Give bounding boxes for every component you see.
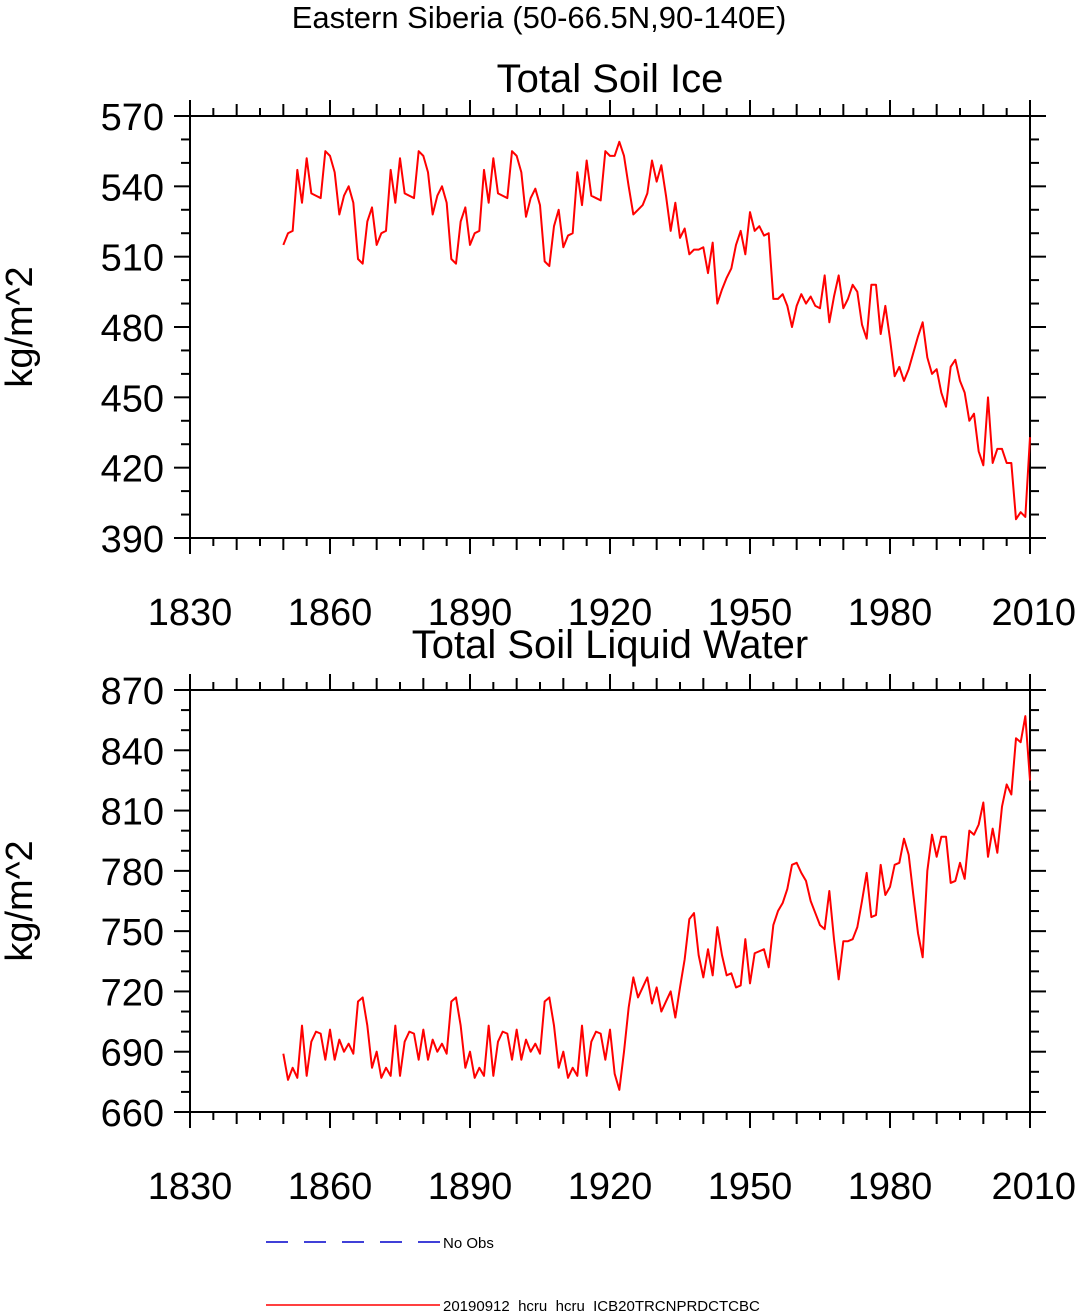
- x-tick-label: 2010: [991, 1166, 1076, 1208]
- x-tick-label: 2010: [991, 592, 1076, 634]
- y-tick-label: 840: [101, 731, 164, 773]
- y-tick-label: 750: [101, 912, 164, 954]
- y-axis-label: kg/m^2: [0, 840, 41, 961]
- plot-title: Total Soil Liquid Water: [412, 623, 808, 667]
- x-tick-label: 1920: [568, 592, 653, 634]
- plot-frame: [189, 115, 1031, 539]
- series-line: [282, 140, 1031, 521]
- y-tick-label: 570: [101, 97, 164, 139]
- y-tick-label: 810: [101, 792, 164, 834]
- series-line: [282, 715, 1031, 1091]
- plot-total-soil-ice: Total Soil Ice kg/m^2 390 420 450 480 510 540 57…: [0, 57, 1076, 634]
- y-tick-label: 690: [101, 1033, 164, 1075]
- y-tick-label: 420: [101, 449, 164, 491]
- y-tick-label: 480: [101, 308, 164, 350]
- x-tick-label: 1890: [428, 592, 513, 634]
- legend: No Obs 20190912_hcru_hcru_ICB20TRCNPRDCTC…: [266, 1235, 760, 1313]
- x-tick-label: 1950: [708, 1166, 793, 1208]
- figure-title: Eastern Siberia (50-66.5N,90-140E): [291, 0, 787, 35]
- plot-title: Total Soil Ice: [497, 57, 724, 101]
- y-tick-label: 780: [101, 852, 164, 894]
- y-tick-label: 870: [101, 671, 164, 713]
- x-tick-label: 1860: [288, 1166, 373, 1208]
- x-tick-label: 1830: [148, 1166, 233, 1208]
- y-tick-label: 540: [101, 167, 164, 209]
- x-tick-label: 1920: [568, 1166, 653, 1208]
- y-axis-label: kg/m^2: [0, 266, 41, 387]
- plot-total-soil-liquid-water: Total Soil Liquid Water kg/m^2 660 690 720 75…: [0, 623, 1076, 1208]
- x-tick-label: 1830: [148, 592, 233, 634]
- y-tick-label: 390: [101, 519, 164, 561]
- y-tick-label: 660: [101, 1093, 164, 1135]
- y-tick-label: 510: [101, 238, 164, 280]
- x-tick-label: 1980: [848, 592, 933, 634]
- legend-label: No Obs: [443, 1235, 494, 1252]
- x-tick-label: 1860: [288, 592, 373, 634]
- x-tick-label: 1890: [428, 1166, 513, 1208]
- x-tick-label: 1950: [708, 592, 793, 634]
- x-tick-label: 1980: [848, 1166, 933, 1208]
- plot-frame: [189, 689, 1031, 1113]
- y-tick-label: 720: [101, 972, 164, 1014]
- legend-label: 20190912_hcru_hcru_ICB20TRCNPRDCTCBC: [443, 1298, 760, 1313]
- y-tick-label: 450: [101, 378, 164, 420]
